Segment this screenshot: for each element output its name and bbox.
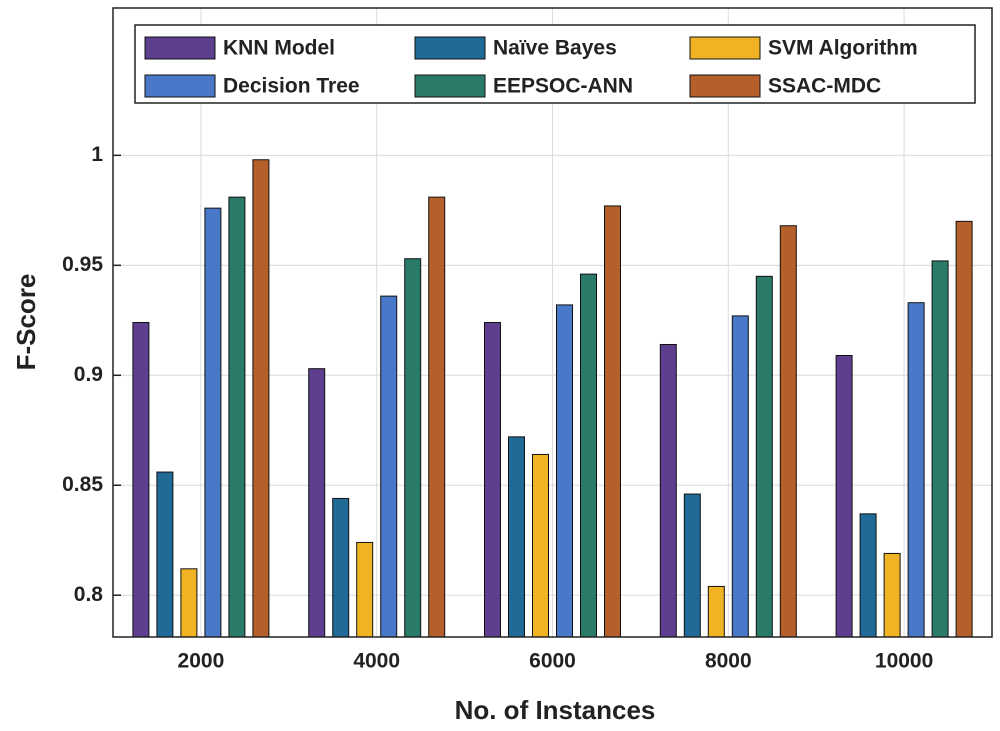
legend-label: Naïve Bayes — [493, 37, 617, 60]
legend-swatch — [414, 36, 486, 60]
bar — [532, 453, 549, 638]
bar — [604, 205, 621, 638]
bar — [204, 207, 222, 638]
x-axis-label: No. of Instances — [455, 695, 656, 725]
bar — [955, 220, 973, 638]
bar — [755, 275, 773, 638]
x-tick-label: 2000 — [178, 650, 225, 673]
bar — [428, 196, 446, 638]
bar — [132, 322, 150, 638]
legend-swatch — [689, 36, 761, 60]
bar — [931, 260, 949, 638]
y-tick-label: 0.85 — [62, 473, 103, 496]
x-tick-label: 10000 — [875, 650, 933, 673]
bar — [659, 343, 677, 638]
legend-label: EEPSOC-ANN — [493, 75, 633, 98]
y-tick-label: 1 — [91, 143, 103, 166]
legend-label: Decision Tree — [223, 75, 360, 98]
bar — [228, 196, 246, 638]
plot-frame — [112, 7, 993, 638]
bar — [779, 225, 797, 638]
bar — [356, 541, 374, 638]
legend-label: KNN Model — [223, 37, 335, 60]
bar — [156, 471, 174, 638]
y-axis-label: F-Score — [11, 274, 41, 371]
y-tick-label: 0.95 — [62, 253, 103, 276]
x-tick-label: 4000 — [353, 650, 400, 673]
legend-swatch — [144, 36, 216, 60]
bar — [731, 315, 749, 638]
bar — [484, 322, 501, 638]
bar — [556, 304, 573, 638]
bar — [508, 436, 525, 638]
bar — [332, 497, 350, 638]
x-tick-label: 6000 — [529, 650, 576, 673]
x-tick-label: 8000 — [705, 650, 752, 673]
bar — [180, 568, 198, 638]
bar — [380, 295, 398, 638]
y-tick-label: 0.8 — [74, 583, 104, 606]
bar — [580, 273, 597, 638]
bar — [707, 585, 725, 638]
legend-box — [134, 24, 976, 104]
legend-label: SVM Algorithm — [768, 37, 918, 60]
bar — [683, 493, 701, 638]
y-tick-label: 0.9 — [74, 363, 103, 386]
legend-swatch — [689, 74, 761, 98]
bar — [859, 513, 877, 638]
legend-swatch — [414, 74, 486, 98]
bar — [883, 552, 901, 638]
legend-label: SSAC-MDC — [768, 75, 881, 98]
bar — [907, 302, 925, 638]
bar — [252, 159, 270, 638]
bar — [835, 354, 853, 638]
bar — [404, 258, 422, 638]
bar — [308, 368, 326, 638]
legend-swatch — [144, 74, 216, 98]
